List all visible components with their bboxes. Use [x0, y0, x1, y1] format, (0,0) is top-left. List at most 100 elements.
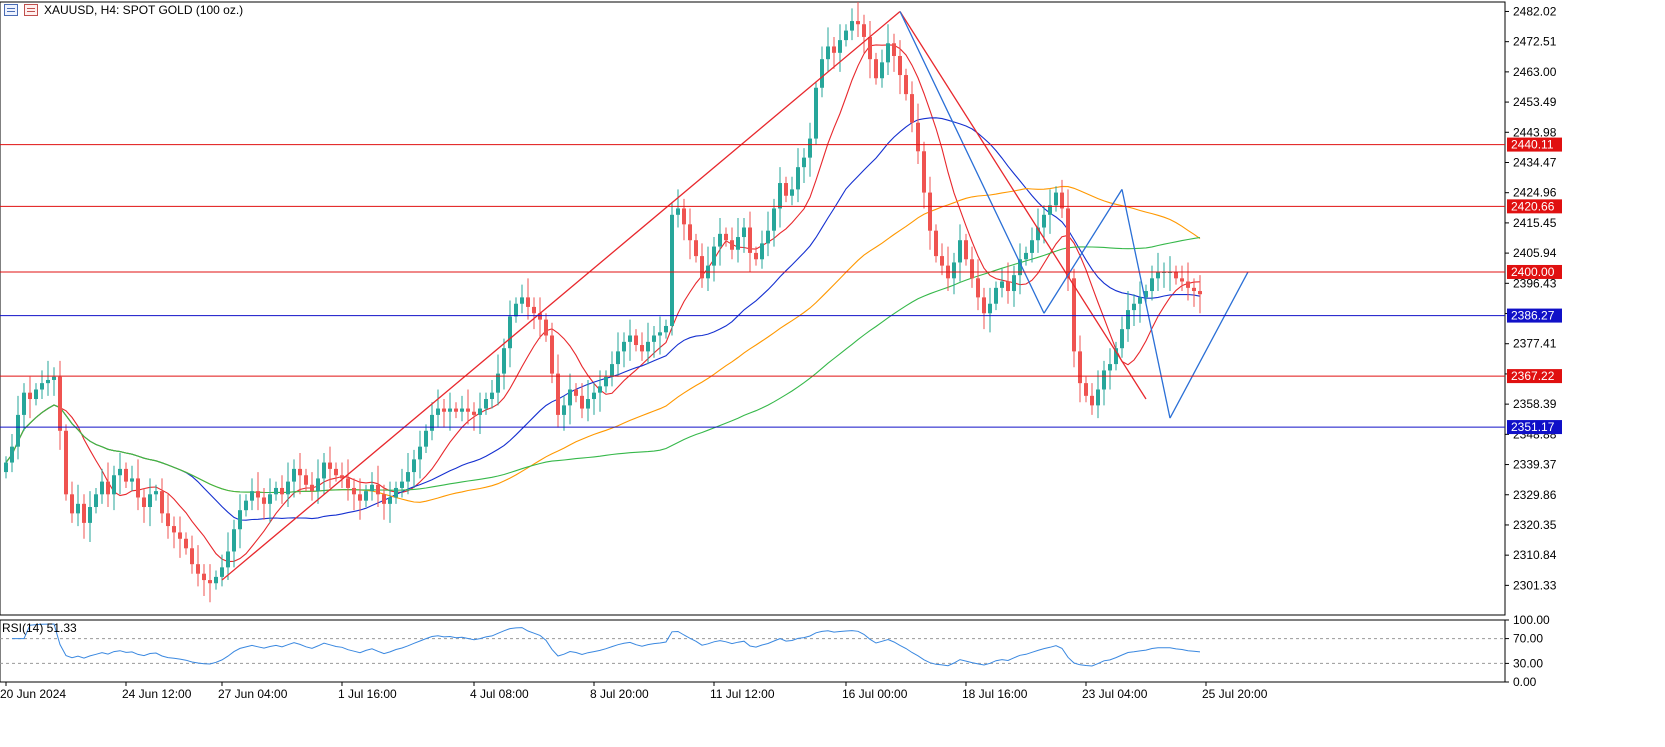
trend-line — [1121, 189, 1171, 419]
price-tick-label: 2329.86 — [1513, 488, 1557, 502]
candle-body — [1000, 281, 1004, 288]
candle-body — [322, 462, 326, 479]
candle-body — [124, 468, 128, 482]
candle-body — [436, 408, 440, 415]
candle-body — [664, 325, 668, 333]
trend-line — [221, 11, 901, 581]
candle-body — [544, 319, 548, 336]
candle-body — [286, 481, 290, 495]
candle-body — [1054, 192, 1058, 206]
candle-body — [874, 59, 878, 79]
candle-body — [40, 383, 44, 390]
candle-body — [298, 468, 302, 476]
candle-body — [472, 411, 476, 415]
candle-body — [4, 462, 8, 473]
candle-body — [1198, 291, 1202, 295]
candle-body — [1102, 370, 1106, 390]
candle-body — [214, 576, 218, 584]
level-price-tag — [1507, 137, 1562, 152]
candle-body — [898, 55, 902, 76]
price-tick-label: 2463.00 — [1513, 65, 1557, 79]
candle-body — [922, 151, 926, 193]
candle-body — [136, 478, 140, 498]
candle-body — [244, 500, 248, 511]
candle-body — [940, 256, 944, 266]
chart-properties-icon[interactable] — [24, 4, 38, 16]
chart-header: XAUUSD, H4: SPOT GOLD (100 oz.) — [4, 3, 243, 17]
candle-body — [1036, 227, 1040, 241]
candle-body — [358, 494, 362, 501]
candle-body — [454, 408, 458, 412]
time-tick-label: 27 Jun 04:00 — [218, 687, 288, 701]
candle-body — [784, 183, 788, 196]
candle-body — [832, 46, 836, 53]
price-tick-label: 2358.39 — [1513, 397, 1557, 411]
candle-body — [658, 332, 662, 336]
candle-body — [154, 491, 158, 495]
candle-body — [148, 494, 152, 508]
candle-body — [958, 240, 962, 263]
candle-body — [274, 487, 278, 495]
candle-body — [190, 548, 194, 565]
candle-body — [796, 167, 800, 190]
price-tick-label: 2434.47 — [1513, 155, 1557, 169]
price-tick-label: 2320.35 — [1513, 518, 1557, 532]
candle-body — [316, 478, 320, 492]
candle-body — [64, 430, 68, 495]
candle-body — [508, 316, 512, 349]
candle-body — [382, 494, 386, 504]
chart-grid-icon[interactable] — [4, 4, 18, 16]
candle-body — [994, 287, 998, 304]
candle-body — [1126, 310, 1130, 330]
candle-body — [268, 494, 272, 504]
candle-body — [412, 459, 416, 473]
candle-body — [388, 497, 392, 504]
candle-body — [178, 532, 182, 539]
candle-body — [724, 233, 728, 241]
candle-body — [196, 564, 200, 574]
candle-body — [1030, 240, 1034, 253]
candle-body — [166, 513, 170, 527]
time-tick-label: 8 Jul 20:00 — [590, 687, 649, 701]
level-price-tag — [1507, 420, 1562, 435]
trend-line — [899, 11, 1045, 314]
candle-body — [478, 408, 482, 415]
candle-body — [742, 227, 746, 238]
level-price-tag — [1507, 264, 1562, 279]
price-tick-label: 2396.43 — [1513, 276, 1557, 290]
candle-body — [598, 386, 602, 393]
moving-average-line — [5, 44, 1201, 563]
candle-body — [220, 567, 224, 577]
candle-body — [610, 364, 614, 377]
time-tick-label: 23 Jul 04:00 — [1082, 687, 1148, 701]
moving-average-line — [5, 117, 1201, 521]
price-tick-label: 2405.94 — [1513, 246, 1557, 260]
candle-body — [130, 478, 134, 482]
candle-body — [394, 487, 398, 498]
candle-body — [532, 306, 536, 314]
candle-body — [748, 227, 752, 253]
candle-body — [1090, 395, 1094, 406]
price-tick-label: 2310.84 — [1513, 548, 1557, 562]
candle-body — [1066, 208, 1070, 279]
price-tick-label: 2424.96 — [1513, 186, 1557, 200]
candle-body — [160, 491, 164, 514]
candle-body — [838, 40, 842, 53]
trend-line — [1043, 189, 1123, 314]
candle-body — [184, 538, 188, 549]
candle-body — [568, 389, 572, 406]
price-tick-label: 2482.02 — [1513, 4, 1557, 18]
level-price-tag — [1507, 369, 1562, 384]
moving-average-line — [5, 236, 1201, 494]
candle-body — [1024, 252, 1028, 260]
candle-body — [952, 262, 956, 279]
symbol-label: XAUUSD, H4: SPOT GOLD (100 oz.) — [44, 3, 244, 17]
candle-body — [778, 183, 782, 209]
candle-body — [880, 62, 884, 79]
candle-body — [970, 259, 974, 279]
candle-body — [712, 246, 716, 266]
rsi-line — [12, 623, 1201, 667]
candle-body — [688, 224, 692, 241]
